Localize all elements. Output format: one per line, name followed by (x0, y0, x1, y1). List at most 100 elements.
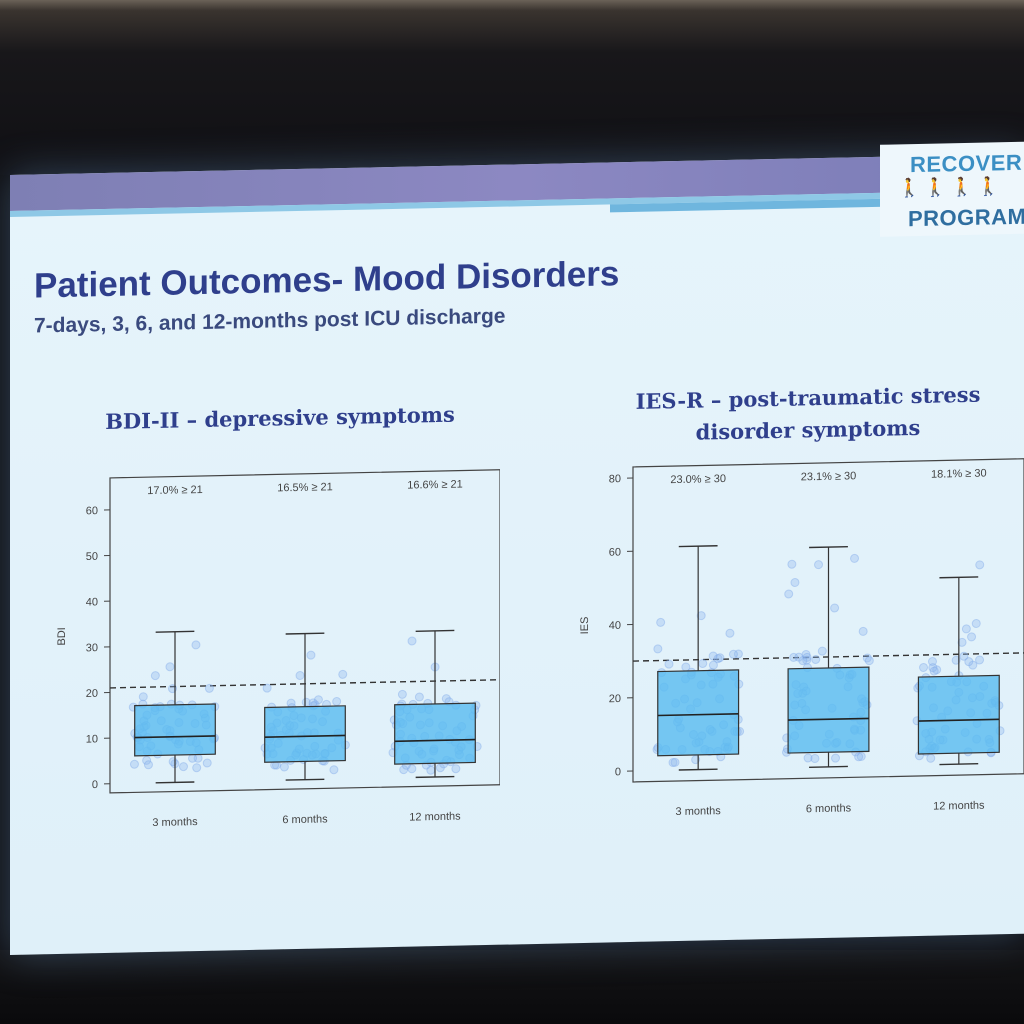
box (394, 702, 476, 765)
data-point (715, 653, 725, 663)
recover-program-logo: RECOVER 🚶🚶🚶🚶 PROGRAM (880, 141, 1024, 237)
data-point (129, 759, 139, 769)
percent-annotation: 17.0% ≥ 21 (147, 484, 203, 497)
data-point (854, 752, 864, 762)
median-line (918, 718, 1000, 722)
whisker-cap-upper (939, 576, 979, 579)
data-point (919, 662, 929, 672)
data-point (961, 624, 971, 634)
data-point (451, 764, 461, 774)
people-icon: 🚶🚶🚶🚶 (898, 176, 1004, 199)
data-point (708, 651, 718, 661)
median-line (264, 734, 346, 738)
data-point (426, 765, 436, 775)
data-point (967, 632, 977, 642)
data-point (803, 753, 813, 763)
data-point (975, 560, 985, 570)
logo-text-bottom: PROGRAM (908, 203, 1024, 232)
y-tick-label: 40 (86, 596, 98, 608)
whisker-cap-lower (809, 765, 848, 768)
projected-slide: RECOVER 🚶🚶🚶🚶 PROGRAM Patient Outcomes- M… (10, 141, 1024, 955)
box (657, 669, 740, 757)
data-point (653, 644, 663, 654)
x-tick-label: 6 months (806, 802, 852, 815)
y-axis-label: IES (579, 616, 591, 634)
whisker-cap-upper (415, 629, 455, 632)
data-point (329, 765, 339, 775)
whisker-cap-upper (155, 630, 195, 633)
y-tick-label: 60 (86, 505, 98, 517)
bdi-boxplot: 0 10 20 30 40 50 60 BDI 17.0% ≥ 21 3 months 16.5% … (56, 469, 500, 829)
data-point (814, 560, 824, 570)
data-point (794, 652, 804, 662)
percent-annotation: 18.1% ≥ 30 (931, 468, 987, 481)
data-point (932, 665, 942, 675)
data-point (713, 654, 723, 664)
data-point (397, 689, 407, 699)
data-point (708, 660, 718, 670)
data-point (951, 655, 961, 665)
median-line (657, 713, 739, 717)
logo-text-top: RECOVER (910, 149, 1023, 178)
median-line (134, 735, 216, 739)
data-point (927, 657, 937, 667)
data-point (830, 603, 840, 613)
y-tick-label: 0 (92, 779, 98, 791)
x-tick-label: 12 months (409, 811, 461, 824)
data-point (656, 617, 666, 627)
data-point (971, 619, 981, 629)
whisker-cap-lower (285, 778, 325, 781)
data-point (975, 655, 985, 665)
data-point (862, 653, 872, 663)
data-point (178, 762, 188, 772)
data-point (168, 757, 178, 767)
data-point (725, 628, 735, 638)
data-point (313, 695, 323, 705)
data-point (698, 658, 708, 668)
data-point (964, 657, 974, 667)
data-point (306, 650, 316, 660)
y-tick-label: 50 (86, 551, 98, 563)
data-point (789, 652, 799, 662)
data-point (802, 652, 812, 662)
y-tick-label: 20 (609, 693, 621, 705)
room-background-top (0, 0, 1024, 175)
data-point (202, 758, 212, 768)
x-tick-label: 3 months (152, 816, 198, 829)
slide-title: Patient Outcomes- Mood Disorders (34, 254, 620, 306)
data-point (810, 754, 820, 764)
box (787, 666, 870, 754)
data-point (308, 698, 318, 708)
data-point (959, 651, 969, 661)
data-point (801, 649, 811, 659)
y-tick-label: 40 (609, 620, 621, 632)
y-tick-label: 60 (609, 546, 621, 558)
data-point (188, 753, 198, 763)
data-point (790, 578, 800, 588)
box (134, 703, 216, 757)
data-point (142, 755, 152, 765)
data-point (150, 671, 160, 681)
y-tick-label: 20 (86, 688, 98, 700)
slide-subtitle: 7-days, 3, 6, and 12-months post ICU dis… (34, 304, 506, 338)
percent-annotation: 16.6% ≥ 21 (407, 479, 463, 492)
data-point (864, 656, 874, 666)
data-point (143, 760, 153, 770)
data-point (138, 692, 148, 702)
data-point (831, 753, 841, 763)
whisker-cap-lower (415, 775, 455, 779)
data-point (802, 655, 812, 665)
room-background-bottom (0, 950, 1024, 1024)
data-point (696, 611, 706, 621)
data-point (670, 757, 680, 767)
y-tick-label: 80 (609, 473, 621, 485)
whisker-cap-lower (678, 768, 718, 771)
ies-boxplot: 0 20 40 60 80 IES 23.0% ≥ 30 3 months 23.1% ≥ 30… (579, 458, 1024, 818)
data-point (407, 636, 417, 646)
whisker-cap-lower (939, 763, 979, 766)
data-point (850, 553, 860, 563)
data-point (204, 683, 214, 693)
x-tick-label: 6 months (282, 813, 328, 826)
data-point (817, 646, 827, 656)
bdi-chart-title: BDI-II – depressive symptoms (105, 401, 455, 435)
